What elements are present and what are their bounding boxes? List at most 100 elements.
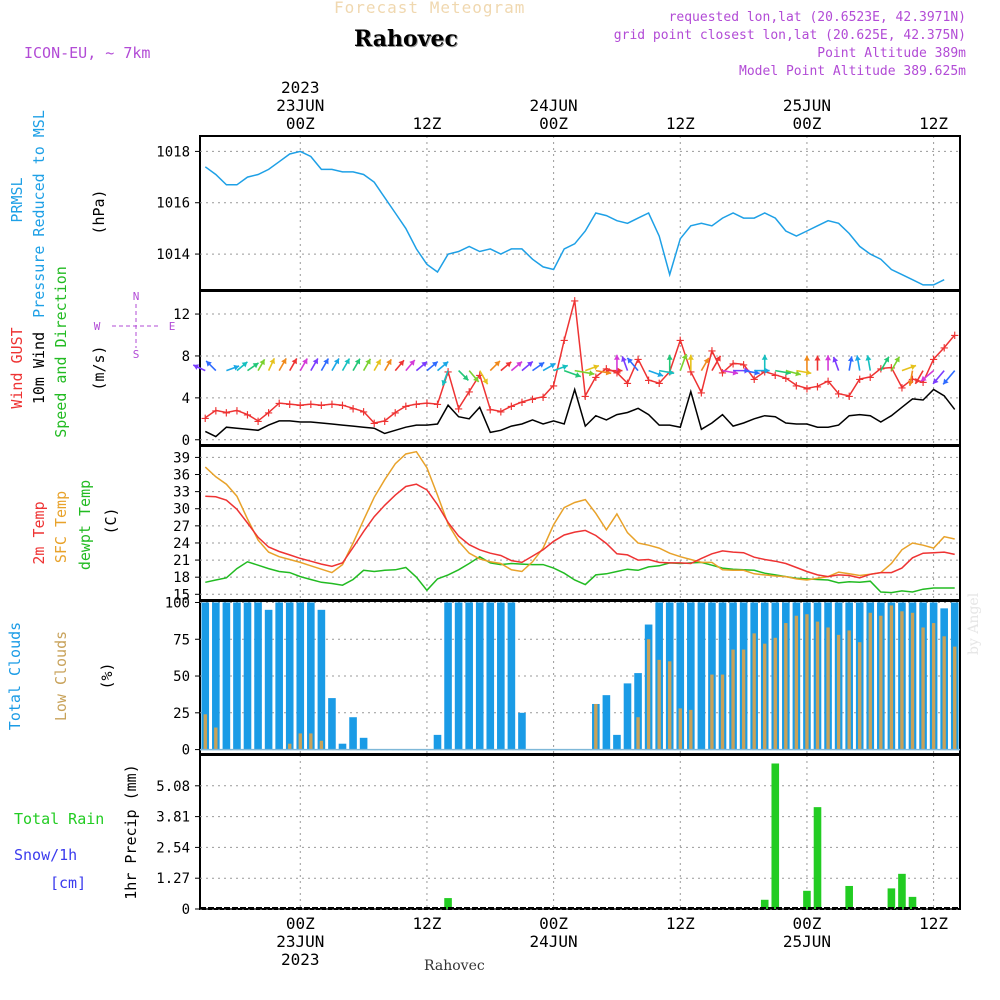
wind-gust-line-point: + — [718, 366, 726, 382]
wind-direction-arrow — [205, 360, 217, 372]
compass-w: W — [94, 320, 101, 333]
wind-direction-arrow — [901, 364, 917, 372]
rain-label: Total Rain — [14, 810, 104, 828]
total-cloud-bar — [497, 602, 505, 750]
wind-direction-arrow — [500, 361, 512, 372]
rain-bar — [887, 888, 896, 909]
total-cloud-bar — [201, 602, 210, 750]
wind-direction-arrow — [606, 367, 623, 374]
wind-direction-arrow — [384, 358, 392, 372]
compass-e: E — [169, 320, 176, 333]
wind-arrow-head — [621, 356, 627, 363]
wind-direction-arrow — [847, 356, 854, 371]
wind-gust-line-point: + — [476, 368, 484, 384]
wind-speed-label: 10m Wind — [30, 332, 48, 404]
wind-direction-arrow — [289, 358, 298, 372]
wind-direction-arrow — [563, 369, 582, 378]
wind-direction-arrow — [854, 355, 861, 371]
dewpt-label: dewpt Temp — [76, 480, 94, 570]
wind-direction-arrow — [426, 360, 439, 372]
snow-unit: [cm] — [50, 874, 86, 892]
wind-direction-arrow — [299, 358, 308, 372]
wind-arrow-head — [593, 364, 599, 371]
wind-gust-line-point: + — [402, 399, 410, 415]
wind-arrow-head — [206, 360, 212, 367]
y-tick-label: 2.54 — [156, 840, 190, 856]
total-cloud-bar — [317, 609, 326, 750]
low-cloud-bar — [773, 637, 777, 750]
total-cloud-bar — [687, 602, 695, 750]
wind-gust-line-point: + — [676, 333, 684, 349]
wind-direction-arrow — [621, 356, 629, 371]
wind-direction-label: Speed and Direction — [52, 266, 70, 438]
wind-gust-line-point: + — [486, 402, 494, 418]
wind-gust-line-point: + — [803, 381, 811, 397]
total-cloud-bar — [518, 712, 526, 750]
wind-direction-arrow — [666, 354, 673, 371]
wind-arrow-head — [431, 361, 438, 368]
temperature-unit: (C) — [102, 507, 120, 534]
wind-arrow-head — [281, 358, 287, 365]
low-cloud-bar — [815, 621, 820, 750]
wind-direction-arrow — [796, 369, 812, 376]
low-cloud-bar — [910, 612, 915, 750]
y-tick-label: 5.08 — [156, 779, 190, 795]
low-cloud-bar — [203, 714, 207, 750]
total-cloud-bar — [243, 602, 252, 750]
total-cloud-bar — [296, 602, 305, 750]
y-tick-label: 1018 — [156, 144, 190, 160]
total-cloud-bar — [264, 609, 273, 750]
total-cloud-bar — [328, 698, 336, 750]
total-cloud-bar — [212, 602, 220, 750]
wind-gust-line-point: + — [539, 390, 547, 406]
wind-arrow-head — [386, 359, 392, 366]
temp-2m-line — [205, 483, 955, 579]
wind-gust-line-point: + — [655, 376, 663, 392]
wind-direction-arrow — [331, 358, 340, 372]
wind-gust-line-point: + — [571, 293, 579, 309]
panel-frame-pressure — [199, 135, 961, 291]
wind-gust-line-point: + — [254, 414, 262, 430]
wind-gust-line-point: + — [898, 380, 906, 396]
wind-direction-arrow — [441, 370, 449, 386]
top-time-label: 24JUN — [530, 96, 578, 115]
low-cloud-bar — [710, 674, 714, 750]
wind-gust-line-point: + — [687, 365, 695, 381]
wind-direction-arrow — [761, 354, 768, 371]
pressure-label-long: Pressure Reduced to MSL — [30, 110, 48, 318]
total-cloud-bar — [275, 602, 283, 750]
low-cloud-bar — [646, 639, 651, 750]
low-cloud-bar — [805, 614, 809, 750]
y-tick-label: 27 — [173, 519, 190, 535]
wind-gust-line-point: + — [560, 333, 568, 349]
wind-arrow-head — [516, 361, 523, 368]
total-cloud-bar — [465, 602, 473, 750]
low-cloud-bar — [678, 708, 682, 750]
total-cloud-bar — [613, 734, 621, 750]
total-cloud-bar — [634, 673, 642, 750]
total-cloud-bar — [444, 602, 452, 750]
wind-arrow-head — [409, 359, 415, 366]
wind-direction-arrow — [754, 367, 770, 374]
wind-arrow-head — [681, 353, 688, 360]
bottom-location: Rahovec — [424, 958, 485, 974]
wind-gust-line-point: + — [623, 376, 631, 392]
wind-arrow-head — [312, 358, 318, 365]
top-time-label: 23JUN — [276, 96, 324, 115]
wind-arrow-head — [668, 369, 675, 376]
compass-s: S — [133, 348, 140, 361]
wind-direction-arrow — [236, 361, 248, 372]
wind-direction-arrow — [405, 359, 416, 372]
wind-arrow-head — [761, 354, 768, 360]
wind-gust-line-point: + — [286, 397, 294, 413]
wind-gust-line-point: + — [465, 385, 473, 401]
wind-gust-line-point: + — [243, 408, 251, 424]
wind-direction-arrow — [521, 360, 534, 372]
wind-gust-line-point: + — [412, 397, 420, 413]
low-cloud-bar — [594, 703, 598, 750]
wind-direction-arrow — [613, 354, 620, 371]
top-time-label: 25JUN — [783, 96, 831, 115]
sfc-temp-line — [204, 450, 955, 581]
wind-direction-arrow — [553, 364, 569, 372]
